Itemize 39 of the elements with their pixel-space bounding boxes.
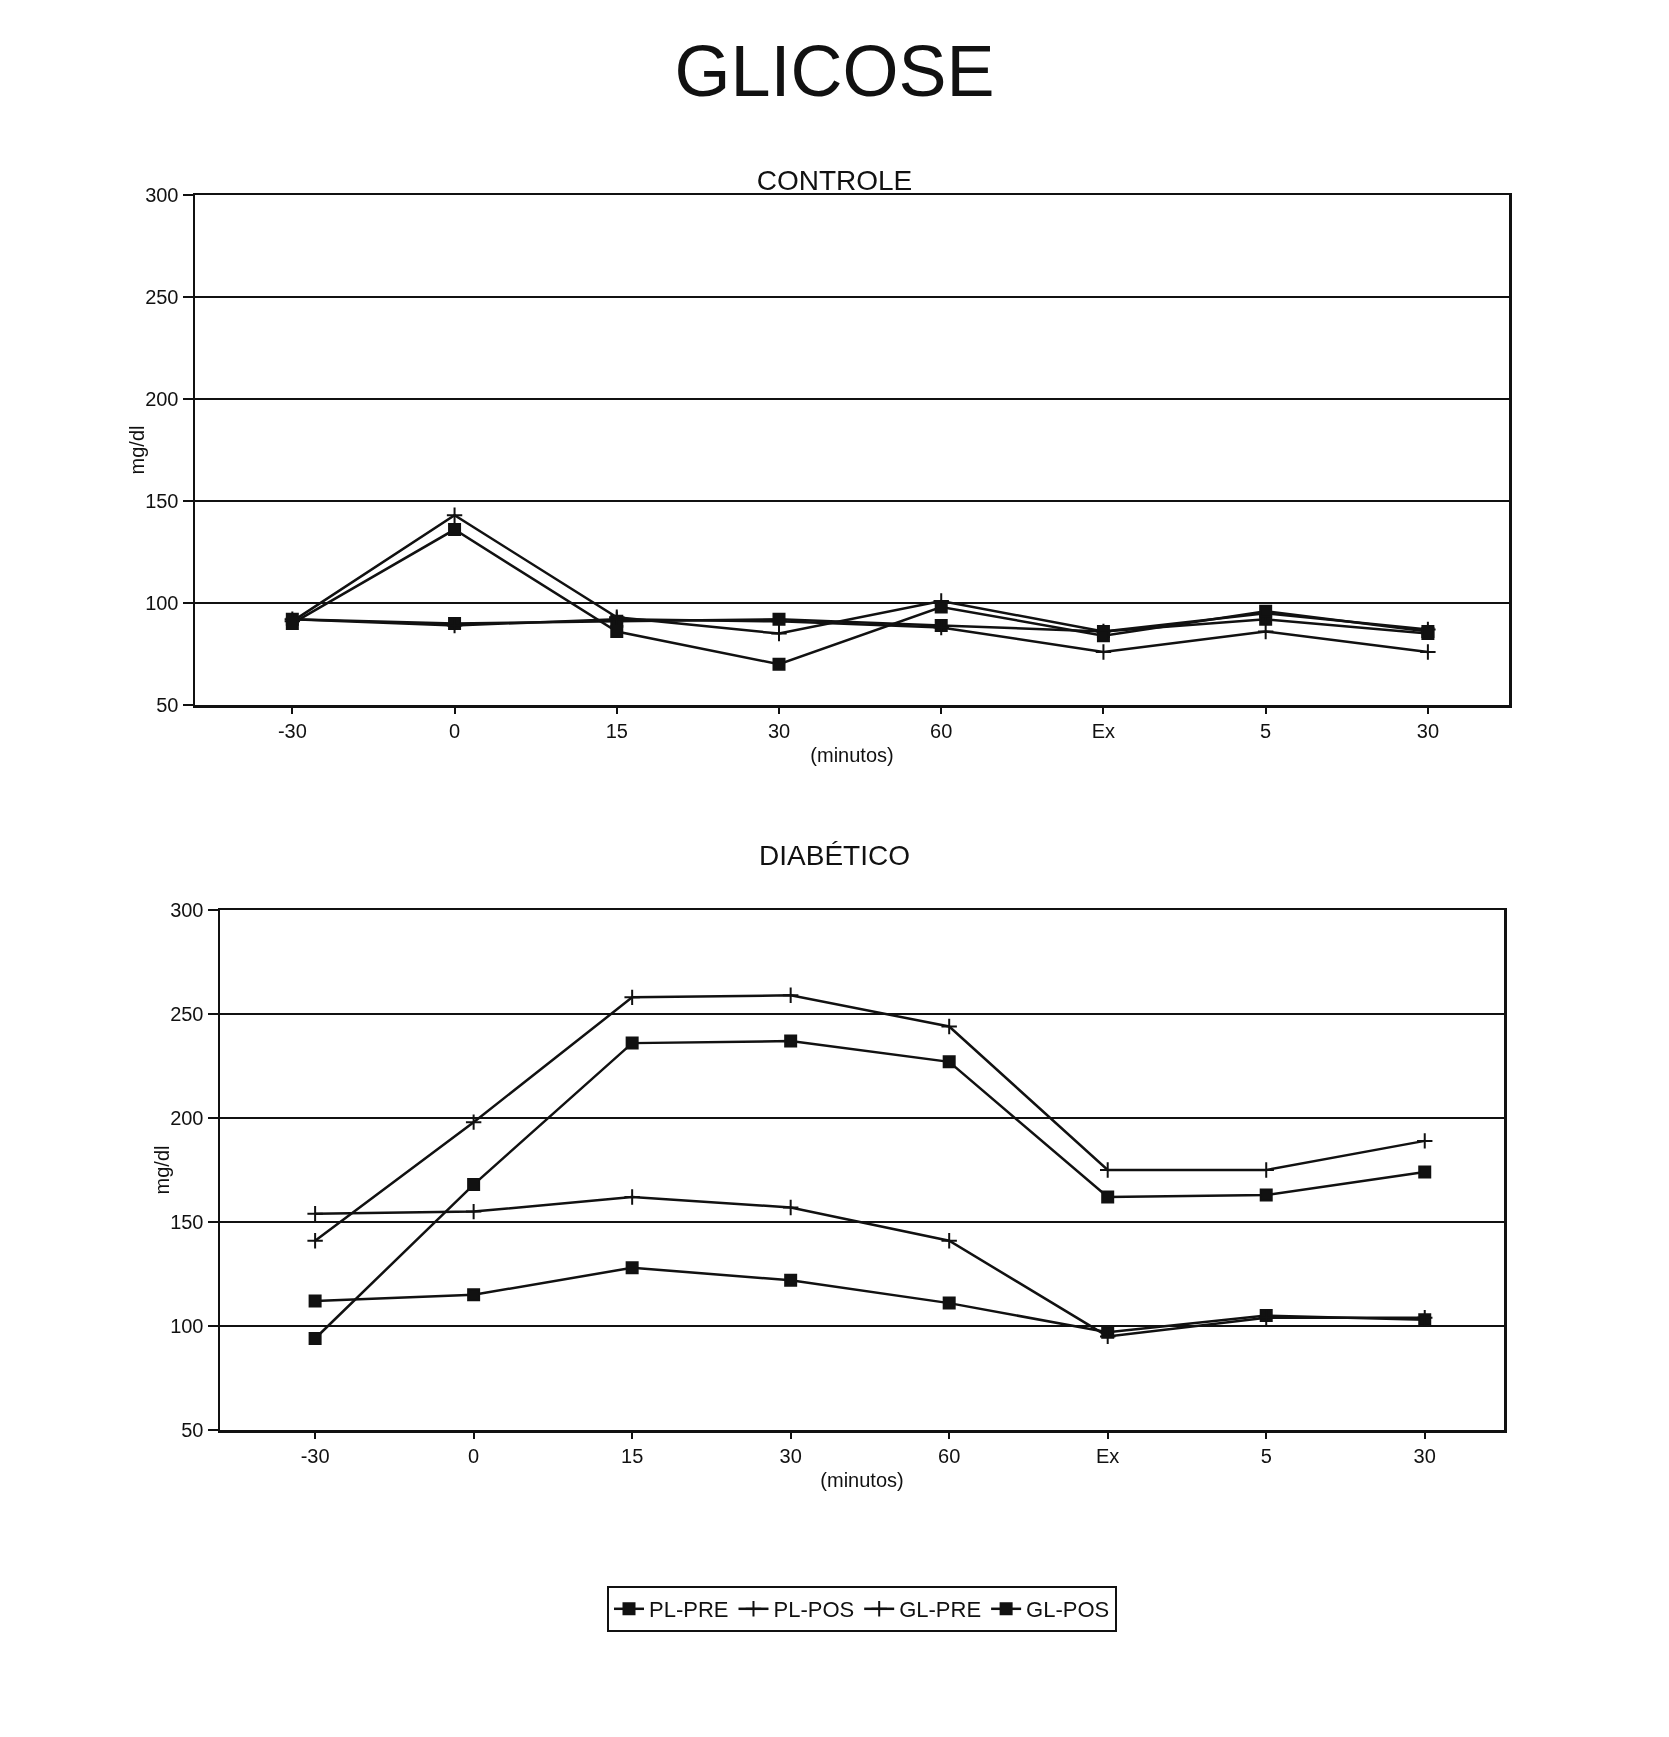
x-tick-label: 30: [1416, 719, 1440, 742]
y-axis-title: mg/dl: [125, 425, 148, 475]
legend-label: GL-PRE: [899, 1597, 982, 1623]
x-axis-title: (minutos): [820, 1469, 904, 1492]
chart-title: DIABÉTICO: [759, 839, 910, 871]
x-tick-label: 5: [1260, 719, 1272, 742]
x-tick-label: 60: [930, 719, 953, 742]
legend-label: PL-PRE: [649, 1597, 729, 1623]
y-tick-label: 50: [156, 694, 179, 716]
y-tick-label: 250: [170, 1003, 204, 1025]
x-tick-label: 15: [621, 1444, 644, 1467]
x-tick-label: 30: [779, 1444, 802, 1467]
x-axis-title: (minutos): [810, 744, 894, 767]
x-tick-label: Ex: [1091, 719, 1116, 742]
y-tick-label: 100: [170, 1315, 204, 1337]
y-tick-label: 150: [145, 490, 179, 512]
legend-label: GL-POS: [1026, 1597, 1110, 1623]
x-tick-label: 0: [468, 1444, 480, 1467]
chart-subtitle: CONTROLE: [756, 164, 913, 196]
y-tick-label: 300: [170, 899, 204, 921]
x-tick-label: 30: [1413, 1444, 1436, 1467]
x-tick-label: -30: [277, 719, 307, 742]
x-tick-label: 60: [938, 1444, 961, 1467]
y-tick-label: 150: [170, 1211, 204, 1233]
x-tick-label: 30: [767, 719, 791, 742]
x-tick-label: 0: [449, 719, 461, 742]
y-axis-title: mg/dl: [150, 1145, 173, 1195]
x-tick-label: 5: [1260, 1444, 1272, 1467]
y-tick-label: 250: [145, 286, 179, 308]
y-tick-label: 50: [181, 1419, 204, 1441]
y-tick-label: 100: [145, 592, 179, 614]
x-tick-label: Ex: [1096, 1444, 1120, 1467]
x-tick-label: 15: [605, 719, 628, 742]
chart-title: GLICOSE: [674, 31, 995, 111]
y-tick-label: 300: [145, 184, 179, 206]
legend-label: PL-POS: [773, 1597, 855, 1623]
y-tick-label: 200: [145, 388, 179, 410]
x-tick-label: -30: [300, 1444, 330, 1467]
y-tick-label: 200: [170, 1107, 204, 1129]
